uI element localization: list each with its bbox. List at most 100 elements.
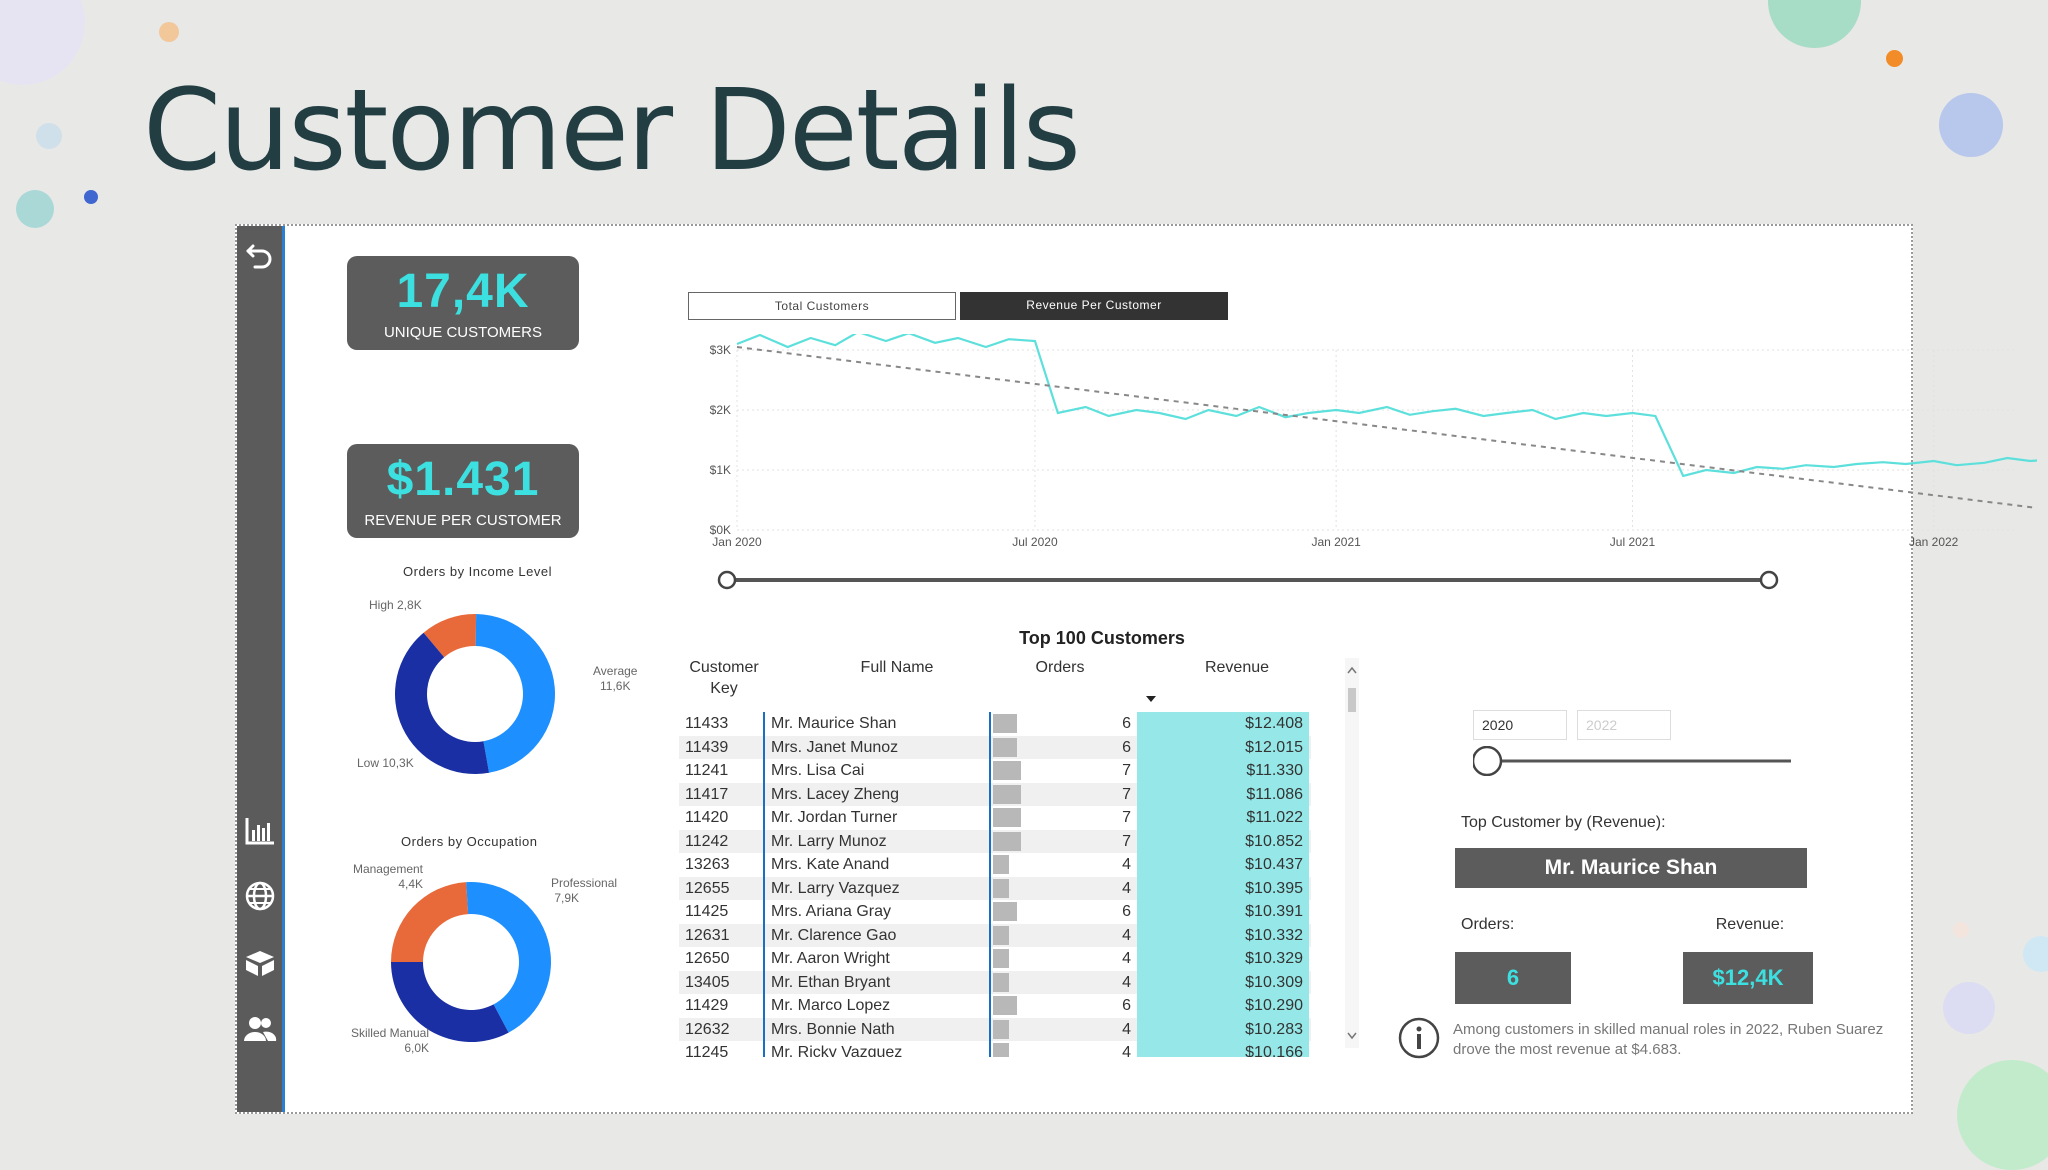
report-canvas: 17,4K UNIQUE CUSTOMERS $1.431 REVENUE PE… [235,224,2037,1114]
decor-circle [159,22,179,42]
table-row[interactable]: 11417 Mrs. Lacey Zheng 7 $11.086 [679,782,1311,806]
revenue-cell: $11.022 [1137,806,1309,830]
customers-icon[interactable] [243,1012,277,1046]
orders-cell: 7 [989,759,1137,783]
decor-circle [1886,50,1903,67]
income-average-label: Average 11,6K [593,664,638,693]
orders-cell: 7 [989,829,1137,853]
table-row[interactable]: 11242 Mr. Larry Munoz 7 $10.852 [679,829,1311,853]
box-icon[interactable] [243,946,277,980]
orders-value: 4 [1122,879,1131,897]
orders-value: 6 [1122,738,1131,756]
orders-value: 4 [1122,926,1131,944]
orders-value: 4 [1122,973,1131,991]
revenue-cell: $10.329 [1137,947,1309,971]
table-row[interactable]: 13263 Mrs. Kate Anand 4 $10.437 [679,853,1311,877]
unique-customers-label: UNIQUE CUSTOMERS [383,324,543,341]
orders-databar [993,925,1009,945]
col-full-name[interactable]: Full Name [860,659,934,676]
orders-cell: 4 [989,923,1137,947]
x-tick-label: Jan 2022 [1909,535,1959,549]
table-row[interactable]: 11245 Mr. Ricky Vazquez 4 $10.166 [679,1041,1311,1057]
orders-databar [993,878,1009,898]
y-tick-label: $1K [710,463,731,477]
year-from-input[interactable]: 2020 [1473,710,1567,740]
customer-key-cell: 11420 [685,809,729,826]
orders-cell: 4 [989,947,1137,971]
date-range-slider[interactable] [717,568,2048,592]
table-row[interactable]: 12655 Mr. Larry Vazquez 4 $10.395 [679,876,1311,900]
back-arrow-icon[interactable] [243,238,277,272]
donut-slice-average[interactable] [475,614,555,773]
income-high-label: High 2,8K [369,598,422,612]
full-name-cell: Mr. Ethan Bryant [763,970,890,994]
table-row[interactable]: 12631 Mr. Clarence Gao 4 $10.332 [679,923,1311,947]
customer-key-cell: 13405 [685,973,730,991]
orders-label: Orders: [1461,916,1515,933]
orders-cell: 4 [989,1041,1137,1057]
table-scrollbar[interactable] [1345,658,1359,1048]
top-customer-name: Mr. Maurice Shan [1455,848,1807,888]
orders-databar [993,902,1017,921]
year-slider[interactable] [1473,746,1797,776]
orders-cell: 4 [989,853,1137,877]
date-slider-start-handle [717,570,737,590]
income-donut-chart[interactable] [387,606,563,782]
occupation-donut-chart[interactable] [383,874,559,1050]
donut-slice-low[interactable] [395,632,490,774]
table-row[interactable]: 11425 Mrs. Ariana Gray 6 $10.391 [679,900,1311,924]
y-tick-label: $2K [710,403,731,417]
top-customers-table: 11433 Mr. Maurice Shan 6 $12.408 11439 Mrs. J… [679,712,1311,1057]
customer-key-cell: 11242 [685,832,729,850]
decor-circle [2023,936,2048,972]
table-row[interactable]: 12632 Mrs. Bonnie Nath 4 $10.283 [679,1017,1311,1041]
orders-cell: 6 [989,994,1137,1018]
revenue-cell: $10.852 [1137,829,1309,853]
decor-circle [1953,922,1969,938]
tab-total-customers[interactable]: Total Customers [688,292,956,320]
bar-chart-icon[interactable] [243,814,277,848]
full-name-cell: Mrs. Bonnie Nath [763,1017,895,1041]
revenue-cell: $10.283 [1137,1017,1309,1041]
table-row[interactable]: 12650 Mr. Aaron Wright 4 $10.329 [679,947,1311,971]
decor-circle [1768,0,1861,48]
table-row[interactable]: 11439 Mrs. Janet Munoz 6 $12.015 [679,735,1311,759]
full-name-cell: Mr. Clarence Gao [763,923,896,947]
income-donut-title: Orders by Income Level [403,564,553,579]
orders-databar [993,972,1009,992]
sort-desc-icon[interactable] [1146,696,1156,702]
table-row[interactable]: 13405 Mr. Ethan Bryant 4 $10.309 [679,970,1311,994]
customer-key-cell: 11433 [685,715,729,732]
decor-circle [1957,1060,2048,1170]
orders-value: 6 [1122,997,1131,1014]
col-customer-key[interactable]: Customer Key [689,659,759,697]
revenue-cell: $10.395 [1137,876,1309,900]
table-row[interactable]: 11429 Mr. Marco Lopez 6 $10.290 [679,994,1311,1018]
table-row[interactable]: 11433 Mr. Maurice Shan 6 $12.408 [679,712,1311,736]
donut-slice-high[interactable] [423,614,477,658]
customer-key-cell: 11439 [685,738,729,756]
y-tick-label: $3K [710,343,731,357]
customer-key-cell: 12631 [685,926,730,944]
donut-slice-professional[interactable] [466,882,551,1033]
table-row[interactable]: 11420 Mr. Jordan Turner 7 $11.022 [679,806,1311,830]
sidebar [237,226,285,1112]
customer-key-cell: 12655 [685,879,730,897]
globe-icon[interactable] [243,879,277,913]
orders-value: 4 [1122,950,1131,967]
year-to-input[interactable]: 2022 [1577,710,1671,740]
x-tick-label: Jul 2020 [1012,535,1058,549]
orders-databar [993,784,1021,804]
revenue-cell: $10.437 [1137,853,1309,877]
col-orders[interactable]: Orders [1035,659,1085,676]
customer-key-cell: 11241 [685,762,729,779]
orders-value: 6 [1455,952,1571,1004]
full-name-cell: Mr. Aaron Wright [763,947,890,971]
decor-circle [0,0,85,85]
revenue-line-chart[interactable]: $0K $1K $2K $3K Jan 2020 Jul 2020 Jan 2021 Jul … [677,334,2037,564]
tab-revenue-per-customer[interactable]: Revenue Per Customer [960,292,1228,320]
donut-slice-skilled-manual[interactable] [391,962,509,1042]
table-row[interactable]: 11241 Mrs. Lisa Cai 7 $11.330 [679,759,1311,783]
donut-slice-management[interactable] [391,882,469,962]
col-revenue[interactable]: Revenue [1204,659,1270,676]
